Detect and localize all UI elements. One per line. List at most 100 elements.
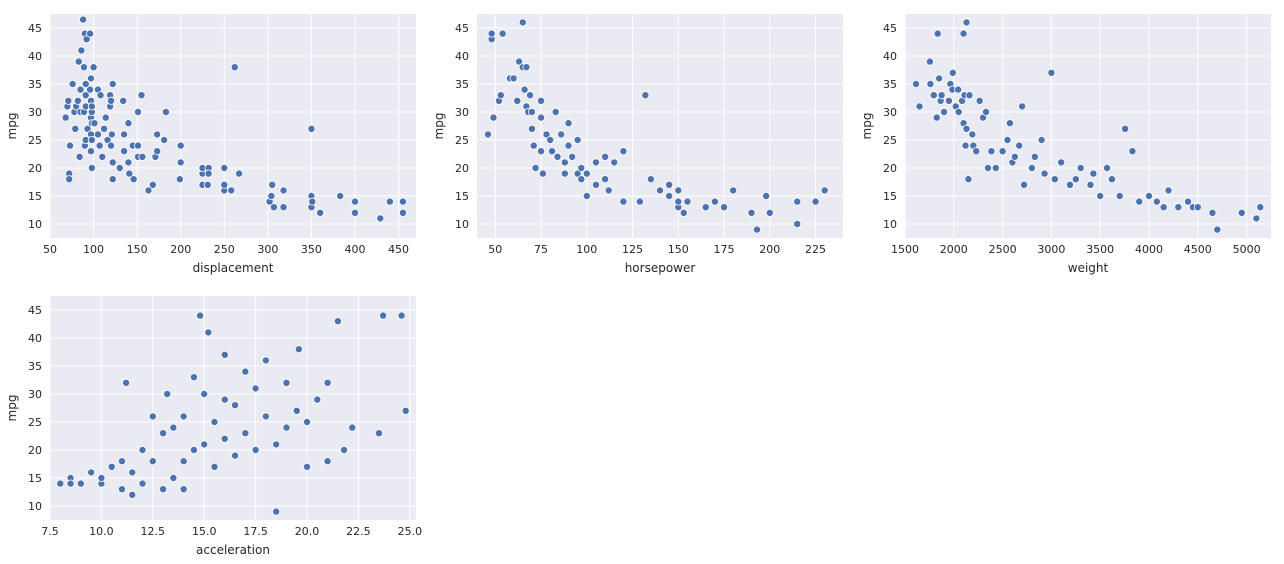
data-point (307, 124, 316, 133)
data-point (483, 130, 492, 139)
data-point (87, 468, 96, 477)
data-point (557, 130, 566, 139)
data-point (204, 169, 213, 178)
x-tick-label: 15.0 (192, 525, 217, 538)
data-point (107, 96, 116, 105)
data-point (811, 197, 820, 206)
data-point (100, 124, 109, 133)
data-point (379, 311, 388, 320)
data-point (577, 163, 586, 172)
data-point (954, 85, 963, 94)
data-point (323, 457, 332, 466)
x-tick-label: 7.5 (41, 525, 59, 538)
x-tick-label: 100 (83, 243, 104, 256)
y-tick-label: 15 (455, 190, 469, 203)
x-tick-label: 225 (805, 243, 826, 256)
data-point (95, 141, 104, 150)
x-axis-label: horsepower (625, 261, 696, 275)
x-tick-label: 175 (714, 243, 735, 256)
data-point (160, 135, 169, 144)
data-point (1121, 124, 1130, 133)
data-point (107, 130, 116, 139)
x-axis-label: acceleration (196, 543, 270, 557)
data-point (1096, 191, 1105, 200)
x-tick-label: 3000 (1037, 243, 1065, 256)
data-point (560, 169, 569, 178)
data-point (56, 479, 65, 488)
data-point (282, 378, 291, 387)
data-point (86, 147, 95, 156)
data-point (220, 163, 229, 172)
data-point (1071, 175, 1080, 184)
data-point (66, 141, 75, 150)
data-point (124, 119, 133, 128)
data-point (1184, 197, 1193, 206)
x-tick-label: 22.5 (346, 525, 371, 538)
data-point (531, 163, 540, 172)
data-point (348, 423, 357, 432)
y-tick-label: 30 (455, 106, 469, 119)
data-point (210, 462, 219, 471)
data-point (820, 186, 829, 195)
panel-horsepower: 50 75 100 125 150 175 200 225 10 15 20 25 30 35 40 45 ho… (432, 14, 843, 275)
data-point (968, 130, 977, 139)
data-point (74, 57, 83, 66)
data-point (1164, 186, 1173, 195)
data-point (509, 74, 518, 83)
panel-weight: 1500 2000 2500 3000 3500 4000 4500 5000 10 15 20 25… (860, 14, 1271, 275)
data-point (179, 485, 188, 494)
data-point (537, 147, 546, 156)
data-point (747, 208, 756, 217)
data-point (701, 203, 710, 212)
data-point (251, 384, 260, 393)
data-point (144, 186, 153, 195)
data-point (1213, 225, 1222, 234)
data-point (925, 57, 934, 66)
data-point (982, 108, 991, 117)
data-point (998, 147, 1007, 156)
data-point (269, 203, 278, 212)
data-point (1065, 180, 1074, 189)
x-tick-label: 150 (668, 243, 689, 256)
y-tick-label: 25 (28, 134, 42, 147)
data-point (179, 412, 188, 421)
data-point (231, 451, 240, 460)
data-point (125, 169, 134, 178)
panel-acceleration: 7.5 10.0 12.5 15.0 17.5 20.0 22.5 25.0 10 15 20 25 3… (5, 296, 422, 557)
data-point (279, 203, 288, 212)
data-point (323, 378, 332, 387)
data-point (959, 29, 968, 38)
x-tick-label: 450 (388, 243, 409, 256)
data-point (169, 423, 178, 432)
data-point (81, 80, 90, 89)
data-point (538, 169, 547, 178)
data-point (175, 175, 184, 184)
data-point (241, 367, 250, 376)
data-point (1256, 203, 1265, 212)
data-point (82, 35, 91, 44)
data-point (148, 180, 157, 189)
data-point (241, 429, 250, 438)
data-point (937, 91, 946, 100)
y-tick-label: 45 (455, 22, 469, 35)
data-point (720, 203, 729, 212)
data-point (646, 175, 655, 184)
data-point (134, 141, 143, 150)
data-point (518, 18, 527, 27)
data-point (61, 113, 70, 122)
data-point (124, 158, 133, 167)
data-point (220, 395, 229, 404)
data-point (683, 197, 692, 206)
data-point (1135, 197, 1144, 206)
data-point (498, 29, 507, 38)
x-tick-label: 25.0 (398, 525, 423, 538)
data-point (513, 96, 522, 105)
data-point (577, 175, 586, 184)
data-point (153, 147, 162, 156)
data-point (487, 29, 496, 38)
y-tick-label: 45 (28, 304, 42, 317)
y-tick-label: 10 (28, 500, 42, 513)
data-point (336, 191, 345, 200)
x-tick-label: 2000 (940, 243, 968, 256)
data-point (108, 175, 117, 184)
